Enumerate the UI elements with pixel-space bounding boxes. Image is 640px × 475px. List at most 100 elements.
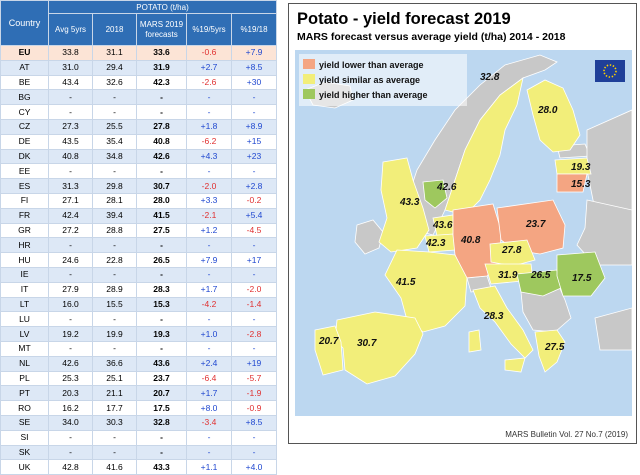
- country-cell: IE: [0, 266, 49, 283]
- table-row: IT 27.9 28.9 28.3 +1.7 -2.0: [0, 281, 278, 298]
- pct-5yrs-cell: -: [186, 237, 232, 254]
- poland-shape: [496, 199, 566, 255]
- eu-flag-icon: [595, 60, 625, 82]
- avg-cell: 31.3: [48, 178, 93, 194]
- y2018-cell: 22.8: [92, 252, 137, 268]
- table-row: SE 34.0 30.3 32.8 -3.4 +8.5: [0, 414, 278, 431]
- table-row: FR 42.4 39.4 41.5 -2.1 +5.4: [0, 207, 278, 224]
- forecast-cell: 23.7: [136, 370, 187, 387]
- country-cell: MT: [0, 340, 49, 357]
- y2018-cell: 39.4: [92, 207, 137, 224]
- pct-5yrs-cell: -: [186, 89, 232, 106]
- pct-5yrs-cell: -: [186, 163, 232, 180]
- pct-2018-cell: +8.5: [230, 59, 278, 76]
- country-cell: BE: [0, 74, 49, 91]
- italy-shape: [472, 285, 534, 359]
- forecast-cell: -: [136, 266, 187, 283]
- pct-2018-cell: -: [230, 266, 278, 283]
- pct-2018-cell: +5.4: [230, 207, 278, 224]
- col-forecast-2019: MARS 2019 forecasts: [136, 13, 187, 46]
- label-LT: 15.3: [571, 179, 591, 190]
- forecast-cell: 15.3: [136, 296, 187, 313]
- lithuania-shape: [556, 173, 588, 193]
- country-cell: GR: [0, 222, 49, 239]
- pct-2018-cell: +8.9: [230, 118, 278, 135]
- pct-5yrs-cell: -0.6: [186, 45, 232, 61]
- avg-cell: -: [48, 104, 93, 120]
- pct-2018-cell: -: [230, 311, 278, 328]
- potato-yield-table: Country POTATO (t/ha) Avg 5yrs 2018 MARS…: [0, 0, 278, 475]
- label-FI: 28.0: [537, 105, 558, 116]
- avg-cell: 34.0: [48, 414, 93, 431]
- forecast-cell: -: [136, 89, 187, 106]
- pct-5yrs-cell: +7.9: [186, 252, 232, 268]
- pct-5yrs-cell: -2.0: [186, 178, 232, 194]
- country-cell: LT: [0, 296, 49, 313]
- y2018-cell: 34.8: [92, 148, 137, 165]
- avg-cell: 40.8: [48, 148, 93, 165]
- table-row: UK 42.8 41.6 43.3 +1.1 +4.0: [0, 459, 278, 475]
- country-cell: PT: [0, 385, 49, 402]
- forecast-cell: -: [136, 311, 187, 328]
- pct-2018-cell: +17: [230, 252, 278, 268]
- country-cell: PL: [0, 370, 49, 387]
- table-row: SK - - - - -: [0, 444, 278, 461]
- pct-2018-cell: +7.9: [230, 45, 278, 61]
- pct-2018-cell: -: [230, 444, 278, 461]
- y2018-cell: 15.5: [92, 296, 137, 313]
- country-cell: CY: [0, 104, 49, 120]
- table-row: BE 43.4 32.6 42.3 -2.6 +30: [0, 74, 278, 91]
- y2018-cell: 28.1: [92, 192, 137, 209]
- label-PL: 23.7: [525, 219, 546, 230]
- pct-5yrs-cell: -6.4: [186, 370, 232, 387]
- table-row: EU 33.8 31.1 33.6 -0.6 +7.9: [0, 45, 278, 61]
- pct-5yrs-cell: -: [186, 340, 232, 357]
- forecast-cell: 40.8: [136, 133, 187, 150]
- pct-2018-cell: +19: [230, 355, 278, 372]
- country-cell: LU: [0, 311, 49, 328]
- y2018-cell: 28.9: [92, 281, 137, 298]
- y2018-cell: 17.7: [92, 400, 137, 416]
- pct-5yrs-cell: +1.7: [186, 385, 232, 402]
- map-panel: Potato - yield forecast 2019 MARS foreca…: [288, 3, 637, 444]
- avg-cell: -: [48, 266, 93, 283]
- pct-2018-cell: -: [230, 429, 278, 446]
- table-row: CY - - - - -: [0, 104, 278, 120]
- label-IT: 28.3: [483, 311, 504, 322]
- table-row: GR 27.2 28.8 27.5 +1.2 -4.5: [0, 222, 278, 239]
- avg-cell: 42.6: [48, 355, 93, 372]
- avg-cell: 43.4: [48, 74, 93, 91]
- legend-label-higher: yield higher than average: [319, 90, 428, 100]
- forecast-cell: 31.9: [136, 59, 187, 76]
- y2018-cell: -: [92, 163, 137, 180]
- pct-5yrs-cell: -: [186, 104, 232, 120]
- avg-cell: 42.4: [48, 207, 93, 224]
- label-FR: 41.5: [395, 277, 416, 288]
- sardinia-shape: [468, 329, 482, 353]
- table-row: DE 43.5 35.4 40.8 -6.2 +15: [0, 133, 278, 150]
- label-PT: 20.7: [318, 336, 339, 347]
- pct-2018-cell: -: [230, 89, 278, 106]
- label-RO: 17.5: [572, 273, 592, 284]
- forecast-cell: 19.3: [136, 326, 187, 342]
- forecast-cell: 26.5: [136, 252, 187, 268]
- source-note: MARS Bulletin Vol. 27 No.7 (2019): [505, 430, 628, 439]
- y2018-cell: 32.6: [92, 74, 137, 91]
- pct-5yrs-cell: +2.7: [186, 59, 232, 76]
- uk-shape: [378, 157, 430, 253]
- czech-shape: [489, 239, 536, 267]
- legend-label-similar: yield similar as average: [319, 75, 420, 85]
- table-row: LT 16.0 15.5 15.3 -4.2 -1.4: [0, 296, 278, 313]
- eu-stars-icon: [603, 64, 617, 78]
- avg-cell: 31.0: [48, 59, 93, 76]
- forecast-cell: 41.5: [136, 207, 187, 224]
- country-header: Country: [0, 0, 49, 46]
- avg-cell: -: [48, 429, 93, 446]
- country-cell: EU: [0, 45, 49, 61]
- y2018-cell: 19.9: [92, 326, 137, 342]
- col-avg-5yrs: Avg 5yrs: [48, 13, 93, 46]
- pct-2018-cell: -: [230, 237, 278, 254]
- label-HU: 26.5: [530, 270, 551, 281]
- y2018-cell: 36.6: [92, 355, 137, 372]
- sweden-shape: [444, 77, 524, 216]
